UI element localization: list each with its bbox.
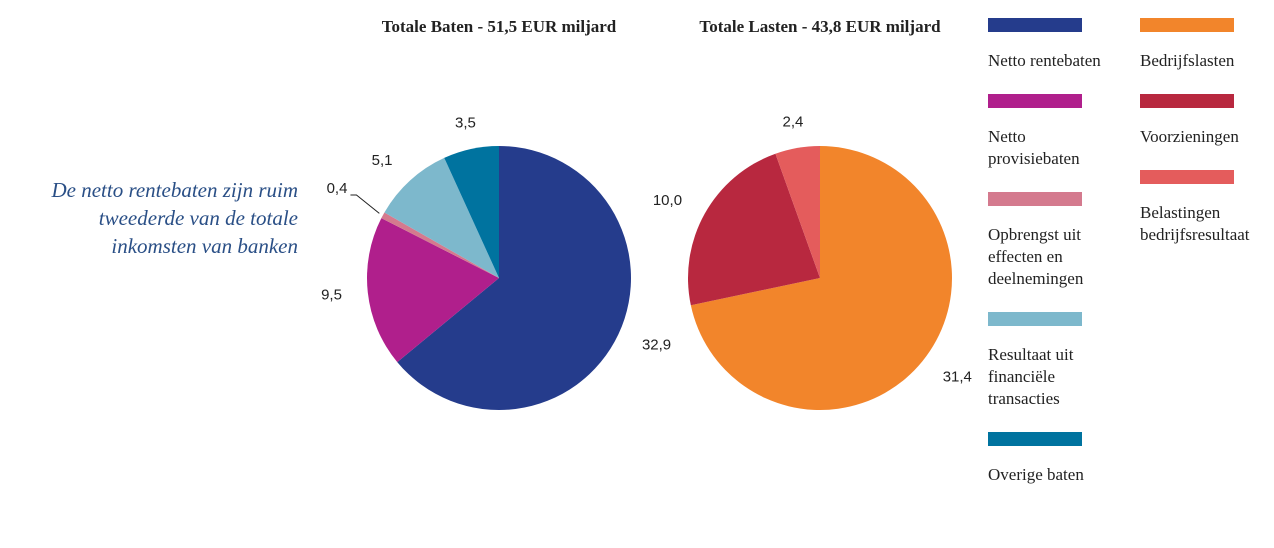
legend-swatch xyxy=(1140,18,1234,32)
value-label: 0,4 xyxy=(327,180,348,197)
legend-swatch xyxy=(1140,94,1234,108)
legend: Netto rentebaten Netto provisiebaten Opbre… xyxy=(988,18,1118,508)
pie-slice xyxy=(381,212,499,278)
value-label: 5,1 xyxy=(372,152,393,169)
legend-label: Belastingen bedrijfsresultaat xyxy=(1140,203,1250,244)
legend-label: Bedrijfslasten xyxy=(1140,51,1235,70)
legend-item: Netto rentebaten xyxy=(988,18,1118,72)
legend: Bedrijfslasten Voorzieningen Belastingen b… xyxy=(1140,18,1270,268)
legend-item: Bedrijfslasten xyxy=(1140,18,1270,72)
legend-swatch xyxy=(1140,170,1234,184)
value-label: 3,5 xyxy=(455,115,476,132)
value-label: 10,0 xyxy=(653,192,682,209)
legend-swatch xyxy=(988,94,1082,108)
pie-slice xyxy=(397,146,632,410)
value-label: 9,5 xyxy=(321,286,342,303)
pie-slice xyxy=(775,146,820,278)
legend-swatch xyxy=(988,432,1082,446)
legend-swatch xyxy=(988,192,1082,206)
value-label: 32,9 xyxy=(642,336,671,353)
chart-title: Totale Lasten - 43,8 EUR miljard xyxy=(699,17,941,36)
legend-item: Netto provisiebaten xyxy=(988,94,1118,170)
pie-slice xyxy=(444,146,499,278)
chart-title: Totale Baten - 51,5 EUR miljard xyxy=(382,17,617,36)
pie-slice xyxy=(384,157,499,278)
legend-label: Resultaat uit financiële transacties xyxy=(988,345,1074,408)
legend-swatch xyxy=(988,312,1082,326)
pie-slice xyxy=(366,218,499,363)
legend-label: Overige baten xyxy=(988,465,1084,484)
legend-item: Opbrengst uit effecten en deelnemingen xyxy=(988,192,1118,290)
annotation: De netto rentebaten zijn ruim tweederde … xyxy=(51,178,298,258)
pie-slice xyxy=(690,146,952,411)
legend-swatch xyxy=(988,18,1082,32)
pie-slice xyxy=(688,153,820,306)
legend-item: Resultaat uit financiële transacties xyxy=(988,312,1118,410)
leader-line xyxy=(350,194,380,214)
legend-label: Opbrengst uit effecten en deelnemingen xyxy=(988,225,1084,288)
legend-label: Voorzieningen xyxy=(1140,127,1239,146)
legend-item: Overige baten xyxy=(988,432,1118,486)
legend-label: Netto provisiebaten xyxy=(988,127,1080,168)
value-label: 2,4 xyxy=(783,113,804,130)
legend-label: Netto rentebaten xyxy=(988,51,1101,70)
legend-item: Voorzieningen xyxy=(1140,94,1270,148)
value-label: 31,4 xyxy=(943,368,972,385)
legend-item: Belastingen bedrijfsresultaat xyxy=(1140,170,1270,246)
